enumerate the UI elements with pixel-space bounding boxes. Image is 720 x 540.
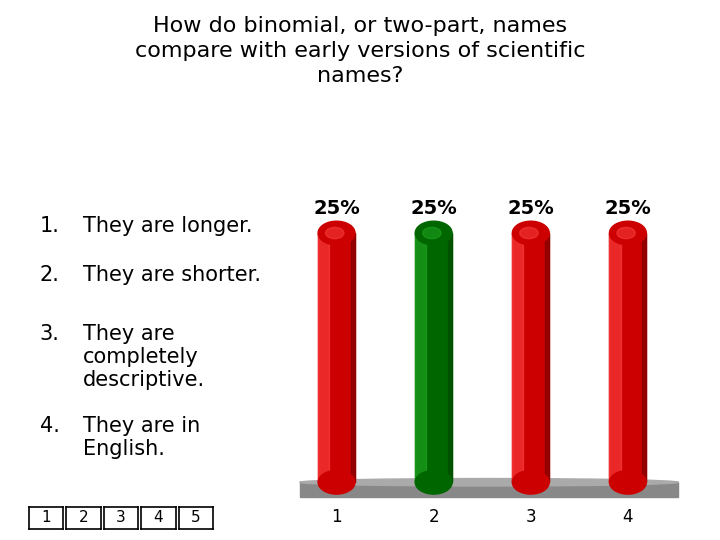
Text: 5: 5	[191, 510, 201, 525]
Text: 2.: 2.	[40, 265, 60, 285]
Text: They are longer.: They are longer.	[83, 216, 252, 236]
Bar	[318, 233, 329, 482]
Text: They are in
English.: They are in English.	[83, 416, 200, 459]
Ellipse shape	[325, 227, 344, 239]
Bar	[351, 233, 355, 482]
Text: They are
completely
descriptive.: They are completely descriptive.	[83, 324, 205, 390]
Bar	[513, 233, 549, 482]
Bar	[609, 233, 621, 482]
Bar	[300, 482, 678, 497]
Ellipse shape	[617, 227, 635, 239]
Text: 25%: 25%	[605, 199, 652, 218]
Bar	[318, 233, 355, 482]
Text: 1: 1	[41, 510, 51, 525]
Text: 4.: 4.	[40, 416, 60, 436]
Text: 25%: 25%	[508, 199, 554, 218]
Ellipse shape	[300, 478, 678, 486]
Bar	[415, 233, 426, 482]
Text: How do binomial, or two-part, names
compare with early versions of scientific
na: How do binomial, or two-part, names comp…	[135, 16, 585, 86]
Text: 2: 2	[78, 510, 89, 525]
Text: 25%: 25%	[313, 199, 360, 218]
Bar	[609, 233, 647, 482]
Ellipse shape	[520, 227, 538, 239]
Ellipse shape	[609, 470, 647, 494]
Text: 25%: 25%	[410, 199, 457, 218]
Bar	[545, 233, 549, 482]
Text: They are shorter.: They are shorter.	[83, 265, 261, 285]
Text: 1.: 1.	[40, 216, 60, 236]
Ellipse shape	[423, 227, 441, 239]
Bar	[513, 233, 523, 482]
Ellipse shape	[318, 221, 355, 245]
Ellipse shape	[415, 221, 452, 245]
Bar	[415, 233, 452, 482]
Bar	[642, 233, 647, 482]
Text: 3.: 3.	[40, 324, 60, 344]
Ellipse shape	[609, 221, 647, 245]
Ellipse shape	[513, 221, 549, 245]
Text: 3: 3	[116, 510, 126, 525]
Bar	[448, 233, 452, 482]
Ellipse shape	[513, 470, 549, 494]
Text: 4: 4	[153, 510, 163, 525]
Ellipse shape	[318, 470, 355, 494]
Ellipse shape	[415, 470, 452, 494]
